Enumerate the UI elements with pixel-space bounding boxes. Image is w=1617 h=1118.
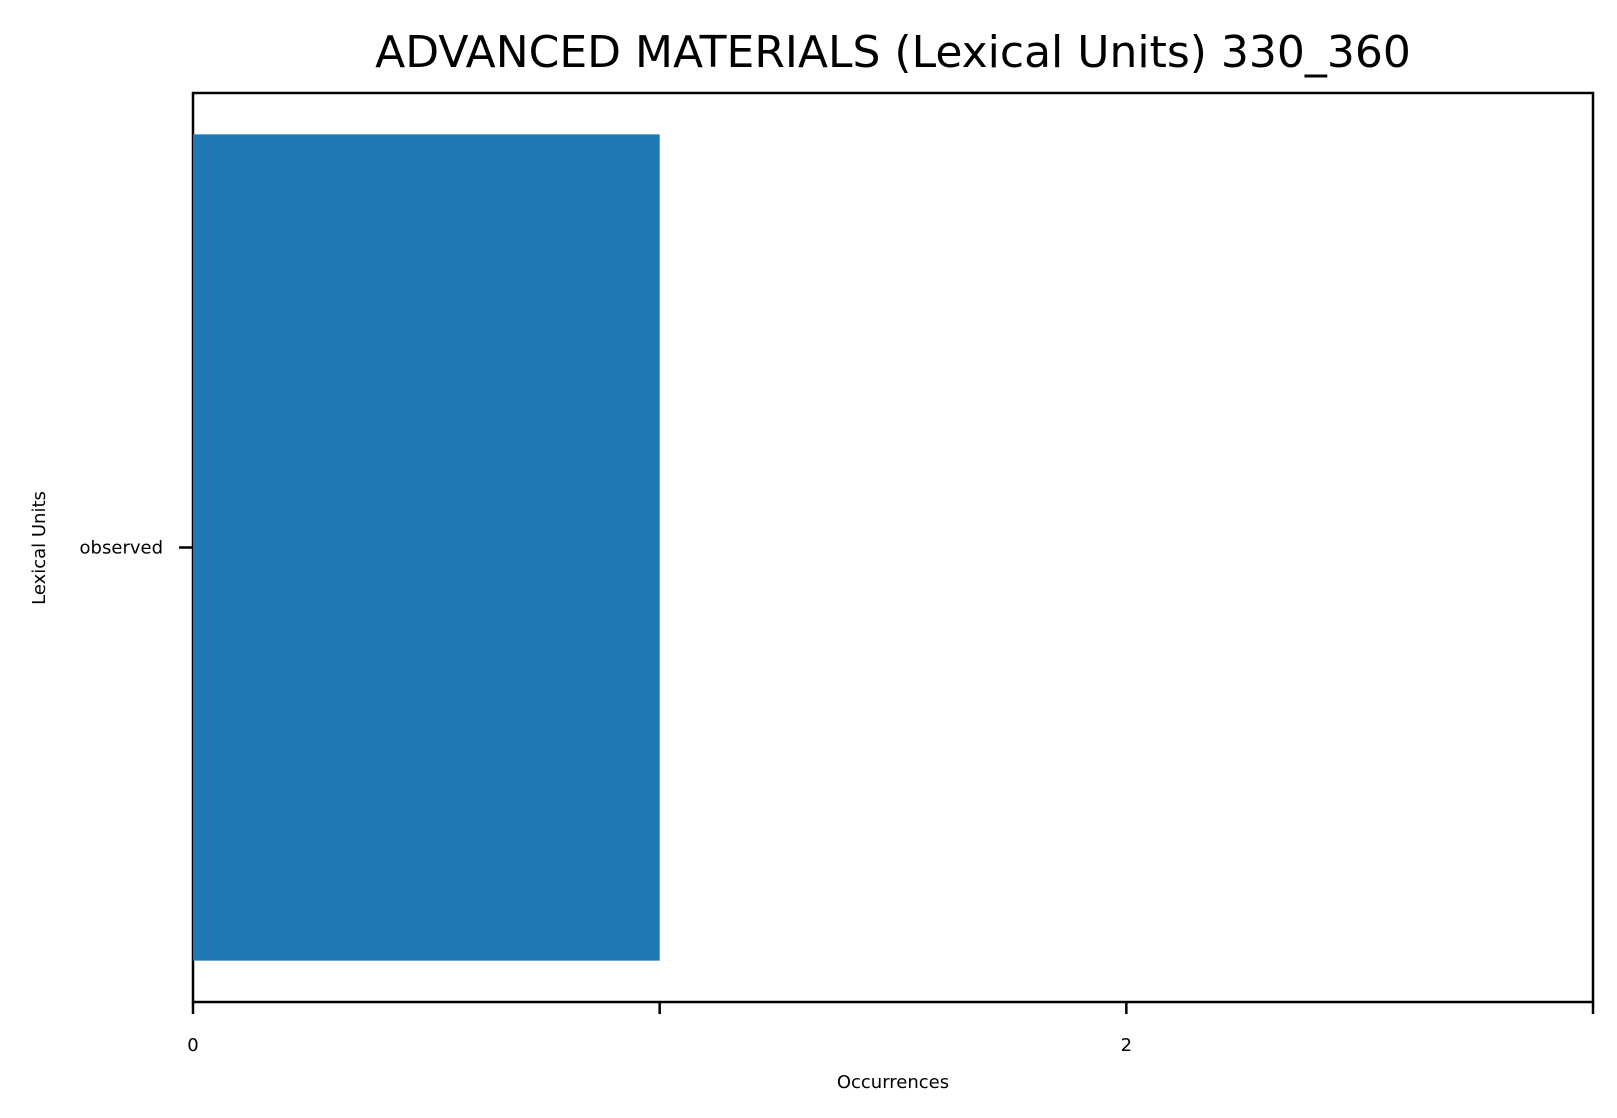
bars-layer xyxy=(193,134,660,961)
bar-observed xyxy=(193,134,660,961)
y-axis-ticks: observed xyxy=(80,538,193,559)
y-tick-label: observed xyxy=(80,538,163,559)
y-axis-label: Lexical Units xyxy=(29,491,50,605)
chart-title: ADVANCED MATERIALS (Lexical Units) 330_3… xyxy=(375,27,1411,78)
x-tick-label: 0 xyxy=(187,1035,198,1056)
x-tick-label: 2 xyxy=(1121,1035,1132,1056)
x-axis-label: Occurrences xyxy=(837,1072,949,1093)
